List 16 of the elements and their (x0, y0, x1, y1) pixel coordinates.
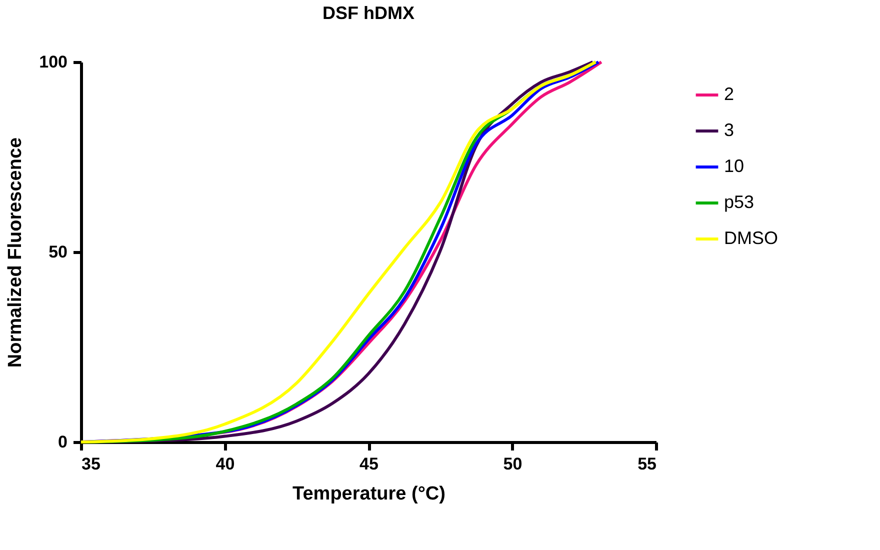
y-axis-title: Normalized Fluorescence (5, 137, 26, 368)
y-tick-label: 100 (39, 52, 68, 72)
x-tick-label: 50 (503, 454, 522, 474)
legend-label: 2 (724, 84, 734, 104)
legend-label: 3 (724, 120, 734, 140)
chart-title: DSF hDMX (322, 3, 414, 23)
x-tick-label: 45 (360, 454, 378, 474)
legend-label: 10 (724, 156, 744, 176)
x-tick-label: 55 (638, 454, 656, 474)
y-tick-label: 0 (58, 432, 68, 452)
y-tick-label: 50 (48, 242, 68, 262)
legend-label: DMSO (724, 228, 778, 248)
x-axis-title: Temperature (°C) (292, 484, 446, 504)
x-tick-label: 40 (216, 454, 235, 474)
x-tick-label: 35 (82, 454, 100, 474)
legend-label: p53 (724, 192, 754, 212)
